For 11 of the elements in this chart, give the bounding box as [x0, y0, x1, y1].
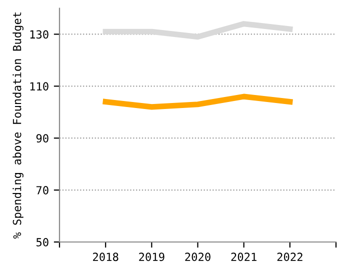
x-tick-label: 2018: [93, 252, 118, 262]
y-tick-label: 130: [30, 30, 48, 39]
x-tick-label: 2022: [277, 252, 302, 262]
y-axis-title: % Spending above Foundation Budget: [12, 12, 24, 239]
y-tick-label: 90: [36, 134, 48, 143]
x-tick-label: 2021: [231, 252, 256, 262]
x-tick-label: 2020: [185, 252, 210, 262]
y-tick-label: 50: [36, 238, 48, 246]
y-tick-label: 70: [36, 186, 48, 194]
x-tick-label: 2019: [139, 252, 164, 262]
y-tick-label: 110: [30, 82, 48, 91]
